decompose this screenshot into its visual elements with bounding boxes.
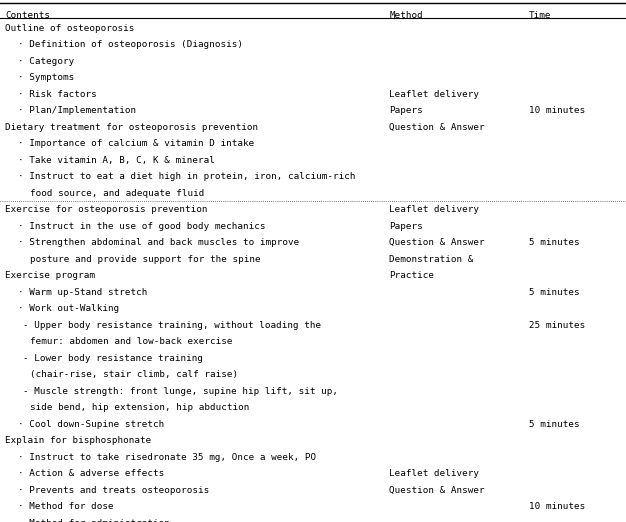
Text: Papers: Papers	[389, 221, 423, 231]
Text: · Instruct in the use of good body mechanics: · Instruct in the use of good body mecha…	[18, 221, 265, 231]
Text: Papers: Papers	[389, 106, 423, 115]
Text: Practice: Practice	[389, 271, 434, 280]
Text: Exercise program: Exercise program	[5, 271, 95, 280]
Text: · Method for dose: · Method for dose	[18, 502, 113, 511]
Text: Contents: Contents	[5, 11, 50, 20]
Text: side bend, hip extension, hip abduction: side bend, hip extension, hip abduction	[30, 403, 249, 412]
Text: · Plan/Implementation: · Plan/Implementation	[18, 106, 136, 115]
Text: · Category: · Category	[18, 56, 74, 66]
Text: 5 minutes: 5 minutes	[529, 288, 580, 296]
Text: 10 minutes: 10 minutes	[529, 106, 585, 115]
Text: · Prevents and treats osteoporosis: · Prevents and treats osteoporosis	[18, 485, 209, 495]
Text: · Warm up-Stand stretch: · Warm up-Stand stretch	[18, 288, 147, 296]
Text: Question & Answer: Question & Answer	[389, 485, 485, 495]
Text: - Lower body resistance training: - Lower body resistance training	[23, 353, 203, 363]
Text: food source, and adequate fluid: food source, and adequate fluid	[30, 188, 205, 198]
Text: Question & Answer: Question & Answer	[389, 238, 485, 247]
Text: Explain for bisphosphonate: Explain for bisphosphonate	[5, 436, 151, 445]
Text: · Cool down-Supine stretch: · Cool down-Supine stretch	[18, 420, 164, 429]
Text: · Instruct to eat a diet high in protein, iron, calcium-rich: · Instruct to eat a diet high in protein…	[18, 172, 355, 181]
Text: · Take vitamin A, B, C, K & mineral: · Take vitamin A, B, C, K & mineral	[18, 156, 214, 164]
Text: · Importance of calcium & vitamin D intake: · Importance of calcium & vitamin D inta…	[18, 139, 254, 148]
Text: Question & Answer: Question & Answer	[389, 123, 485, 132]
Text: · Definition of osteoporosis (Diagnosis): · Definition of osteoporosis (Diagnosis)	[18, 40, 242, 49]
Text: Outline of osteoporosis: Outline of osteoporosis	[5, 23, 135, 32]
Text: - Upper body resistance training, without loading the: - Upper body resistance training, withou…	[23, 321, 321, 329]
Text: Time: Time	[529, 11, 552, 20]
Text: · Symptoms: · Symptoms	[18, 73, 74, 82]
Text: · Work out-Walking: · Work out-Walking	[18, 304, 119, 313]
Text: Dietary treatment for osteoporosis prevention: Dietary treatment for osteoporosis preve…	[5, 123, 258, 132]
Text: · Instruct to take risedronate 35 mg, Once a week, PO: · Instruct to take risedronate 35 mg, On…	[18, 453, 316, 461]
Text: 5 minutes: 5 minutes	[529, 238, 580, 247]
Text: Leaflet delivery: Leaflet delivery	[389, 90, 480, 99]
Text: · Risk factors: · Risk factors	[18, 90, 96, 99]
Text: posture and provide support for the spine: posture and provide support for the spin…	[30, 255, 260, 264]
Text: (chair-rise, stair climb, calf raise): (chair-rise, stair climb, calf raise)	[30, 370, 238, 379]
Text: 10 minutes: 10 minutes	[529, 502, 585, 511]
Text: · Method for administration: · Method for administration	[18, 518, 170, 522]
Text: · Action & adverse effects: · Action & adverse effects	[18, 469, 164, 478]
Text: Method: Method	[389, 11, 423, 20]
Text: 5 minutes: 5 minutes	[529, 420, 580, 429]
Text: - Muscle strength: front lunge, supine hip lift, sit up,: - Muscle strength: front lunge, supine h…	[23, 387, 337, 396]
Text: · Strengthen abdominal and back muscles to improve: · Strengthen abdominal and back muscles …	[18, 238, 299, 247]
Text: Leaflet delivery: Leaflet delivery	[389, 205, 480, 214]
Text: Exercise for osteoporosis prevention: Exercise for osteoporosis prevention	[5, 205, 207, 214]
Text: Leaflet delivery: Leaflet delivery	[389, 469, 480, 478]
Text: 25 minutes: 25 minutes	[529, 321, 585, 329]
Text: Demonstration &: Demonstration &	[389, 255, 474, 264]
Text: femur: abdomen and low-back exercise: femur: abdomen and low-back exercise	[30, 337, 232, 346]
